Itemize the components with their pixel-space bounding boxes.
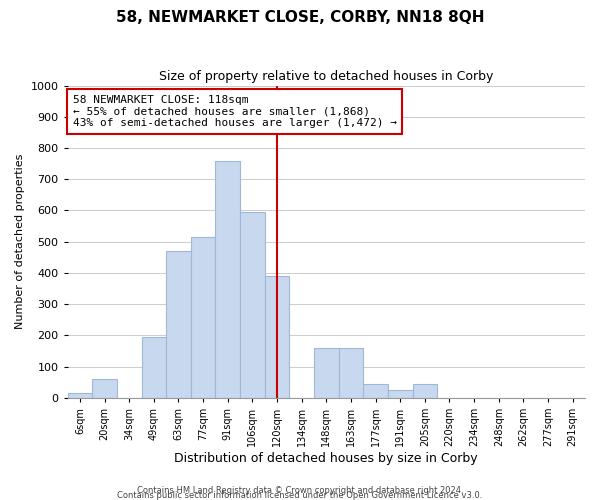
Bar xyxy=(68,393,92,398)
Bar xyxy=(388,390,413,398)
Bar xyxy=(240,212,265,398)
Bar xyxy=(92,379,117,398)
Text: Contains HM Land Registry data © Crown copyright and database right 2024.: Contains HM Land Registry data © Crown c… xyxy=(137,486,463,495)
Bar xyxy=(215,160,240,398)
Text: 58, NEWMARKET CLOSE, CORBY, NN18 8QH: 58, NEWMARKET CLOSE, CORBY, NN18 8QH xyxy=(116,10,484,25)
Text: Contains public sector information licensed under the Open Government Licence v3: Contains public sector information licen… xyxy=(118,491,482,500)
Bar xyxy=(142,337,166,398)
Bar xyxy=(191,237,215,398)
Title: Size of property relative to detached houses in Corby: Size of property relative to detached ho… xyxy=(159,70,493,83)
Bar xyxy=(413,384,437,398)
Bar xyxy=(265,276,289,398)
X-axis label: Distribution of detached houses by size in Corby: Distribution of detached houses by size … xyxy=(175,452,478,465)
Y-axis label: Number of detached properties: Number of detached properties xyxy=(15,154,25,330)
Bar xyxy=(363,384,388,398)
Bar xyxy=(314,348,338,398)
Bar xyxy=(166,251,191,398)
Text: 58 NEWMARKET CLOSE: 118sqm
← 55% of detached houses are smaller (1,868)
43% of s: 58 NEWMARKET CLOSE: 118sqm ← 55% of deta… xyxy=(73,95,397,128)
Bar xyxy=(338,348,363,398)
